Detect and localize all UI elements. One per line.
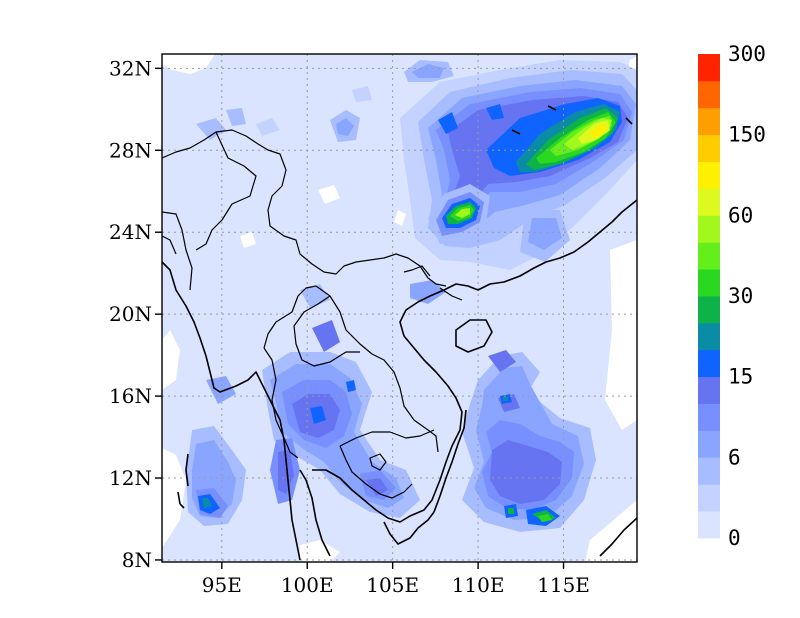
x-tick-label: 110E xyxy=(452,573,505,597)
x-tick-label: 115E xyxy=(537,573,590,597)
northern-blobs xyxy=(196,60,454,304)
x-tick-label: 95E xyxy=(202,573,242,597)
colorbar-segment xyxy=(698,161,720,189)
coast-gulf-thailand xyxy=(299,199,637,557)
colorbar-segment xyxy=(698,269,720,297)
contour-south-b xyxy=(528,218,562,250)
colorbar-segment xyxy=(698,484,720,512)
colorbar-label: 60 xyxy=(728,203,753,227)
y-tick-label: 32N xyxy=(109,56,152,80)
colorbar-label: 30 xyxy=(728,284,753,308)
rain-cluster-indochina xyxy=(262,284,420,518)
colorbar-segment xyxy=(698,296,720,324)
grid-lines xyxy=(162,54,637,562)
colorbar: 0 6 15 30 60 150 300 xyxy=(698,42,766,550)
coast-vietnam-south xyxy=(383,409,467,545)
border-cambodia xyxy=(339,429,435,499)
zero-patches xyxy=(162,54,637,562)
y-tick-label: 16N xyxy=(109,384,152,408)
contour-100 xyxy=(590,124,608,138)
border-thai-myanmar xyxy=(263,347,299,459)
colorbar-segment xyxy=(698,134,720,162)
rain-cluster-south-china-sea xyxy=(462,350,596,532)
colorbar-label: 150 xyxy=(728,123,766,147)
rain-core-guangxi xyxy=(428,184,490,244)
tonle-sap xyxy=(369,453,387,471)
colorbar-segment xyxy=(698,188,720,216)
colorbar-segment xyxy=(698,457,720,485)
contour-20b xyxy=(438,112,458,134)
colorbar-segment xyxy=(698,215,720,243)
contour-20c xyxy=(486,104,504,120)
colorbar-segment xyxy=(698,242,720,270)
colorbar-label: 15 xyxy=(728,365,753,389)
coast-borneo xyxy=(599,517,637,557)
rain-cluster-andaman xyxy=(186,376,246,526)
colorbar-segment xyxy=(698,511,720,539)
x-tick-label: 105E xyxy=(366,573,419,597)
border-vietnam-china xyxy=(403,265,463,301)
y-tick-label: 20N xyxy=(109,302,152,326)
axis-ticks: 95E 100E 105E 110E 115E 8N 12N 16N 20N 24N 28N 32N xyxy=(109,56,590,597)
colorbar-label: 0 xyxy=(728,526,741,550)
colorbar-segment xyxy=(698,54,720,82)
colorbar-segment xyxy=(698,349,720,378)
border-bangladesh xyxy=(162,211,193,291)
y-tick-label: 12N xyxy=(109,466,152,490)
colorbar-segment xyxy=(698,403,720,431)
plot-area xyxy=(162,54,637,562)
y-tick-label: 8N xyxy=(122,548,152,572)
colorbar-label: 300 xyxy=(728,42,766,66)
islands-taiwan-east xyxy=(511,105,633,135)
coast-west xyxy=(162,261,301,561)
y-tick-label: 24N xyxy=(109,220,152,244)
coastlines xyxy=(162,105,637,561)
colorbar-segment xyxy=(698,107,720,136)
y-tick-label: 28N xyxy=(109,138,152,162)
x-tick-label: 100E xyxy=(281,573,334,597)
border-myanmar-india xyxy=(162,129,447,287)
rain-band-east-china xyxy=(400,60,637,270)
colorbar-segment xyxy=(698,430,720,458)
colorbar-segment xyxy=(698,376,720,404)
colorbar-label: 6 xyxy=(728,445,741,469)
borders xyxy=(162,129,463,499)
plot-frame xyxy=(161,53,638,563)
border-india-ne xyxy=(195,131,257,251)
hainan xyxy=(455,319,493,353)
border-myanmar-laos xyxy=(263,285,317,349)
border-thai-laos xyxy=(293,295,360,367)
border-laos xyxy=(315,285,439,453)
island-small-1 xyxy=(179,503,185,509)
colorbar-segment xyxy=(698,80,720,109)
colorbar-segment xyxy=(698,322,720,351)
island-andaman xyxy=(177,453,189,505)
